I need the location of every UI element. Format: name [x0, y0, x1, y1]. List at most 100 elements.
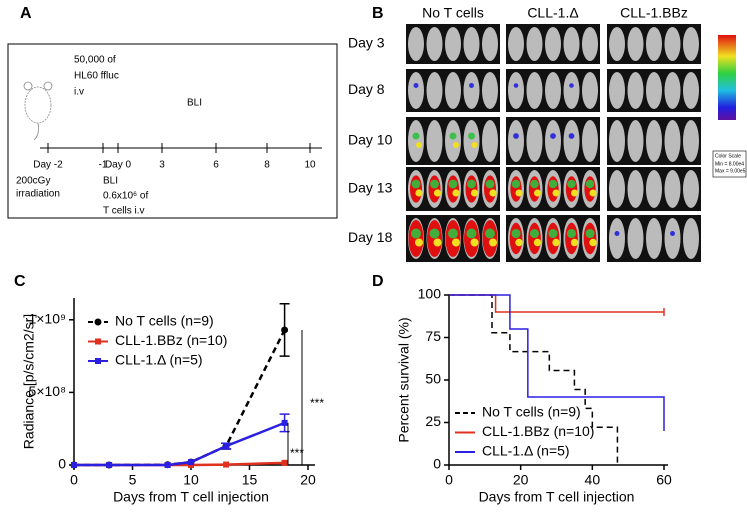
- signal: [511, 228, 521, 239]
- x-tick-label: 0: [445, 472, 453, 488]
- signal: [568, 133, 575, 139]
- mouse-image: [683, 170, 699, 208]
- x-tick-label: 20: [513, 472, 529, 488]
- color-bar: [718, 35, 736, 120]
- y-tick-label: 1×10⁹: [28, 310, 66, 326]
- column-header: No T cells: [422, 5, 484, 21]
- y-tick-label: 0: [58, 456, 66, 472]
- mouse-image: [609, 218, 625, 259]
- signal: [412, 132, 420, 140]
- timeline-label: 8: [264, 160, 270, 171]
- timeline-label: 3: [159, 160, 165, 171]
- signal: [528, 222, 541, 255]
- mouse-image: [482, 72, 498, 109]
- marker: [281, 459, 288, 466]
- bli-text: BLI: [187, 98, 202, 109]
- mouse-image: [683, 72, 699, 109]
- signal: [513, 133, 519, 139]
- series-line: [449, 294, 665, 431]
- signal: [489, 189, 497, 197]
- mouse-image: [545, 120, 561, 162]
- signal: [447, 175, 459, 203]
- signal: [428, 175, 441, 203]
- injection-text: 50,000 of: [74, 55, 116, 66]
- signal: [411, 179, 421, 189]
- timeline-label: Day -2: [33, 160, 63, 171]
- legend-marker: [95, 338, 101, 345]
- signal: [515, 238, 523, 247]
- mouse-image: [508, 120, 524, 162]
- signal: [416, 142, 422, 148]
- mouse-image: [609, 27, 625, 61]
- signal: [534, 189, 541, 197]
- mouse-icon: [23, 81, 53, 141]
- legend-label: CLL-1.BBz (n=10): [115, 332, 227, 348]
- column-header: CLL-1.Δ: [527, 5, 578, 21]
- mouse-image: [463, 120, 480, 162]
- signal: [433, 189, 442, 197]
- signal: [485, 228, 495, 239]
- series-line: [449, 294, 664, 313]
- color-scale-box: [712, 150, 747, 178]
- injection-text: i.v: [74, 87, 84, 98]
- legend-label: CLL-1.Δ (n=5): [482, 443, 570, 459]
- x-tick-label: 15: [242, 472, 258, 488]
- timeline-label: 6: [213, 160, 219, 171]
- legend-label: CLL-1.Δ (n=5): [115, 352, 203, 368]
- timeline-label: 10: [304, 160, 316, 171]
- signal: [670, 231, 675, 236]
- panel-a-frame: [7, 43, 338, 219]
- column-header: CLL-1.BBz: [620, 5, 688, 21]
- tcell-text: 0.6x10⁶ of: [103, 191, 148, 202]
- mouse-image: [582, 72, 598, 109]
- signal: [470, 189, 479, 197]
- mouse-image: [627, 120, 644, 162]
- mouse-image: [445, 72, 461, 109]
- mouse-image: [646, 218, 662, 259]
- mouse-image: [408, 27, 424, 61]
- mouse-image: [526, 72, 543, 109]
- mouse-image: [408, 120, 424, 162]
- signal: [410, 175, 422, 203]
- mouse-image: [664, 170, 681, 208]
- mouse-image: [627, 170, 644, 208]
- series-line: [449, 294, 619, 465]
- series-line: [74, 421, 286, 467]
- signal: [485, 179, 495, 189]
- mouse-image: [627, 72, 644, 109]
- signal: [465, 175, 478, 203]
- signal: [566, 228, 577, 239]
- legend-marker: [95, 358, 101, 364]
- legend-label: CLL-1.BBz (n=10): [482, 423, 594, 439]
- mouse-image: [463, 72, 480, 109]
- mouse-image: [482, 120, 498, 162]
- mouse-image: [582, 27, 598, 61]
- mouse-image: [664, 27, 681, 61]
- signal: [589, 189, 597, 197]
- mouse-image: [646, 120, 662, 162]
- mouse-image: [664, 218, 681, 259]
- y-tick-label: 5×10⁸: [29, 383, 67, 399]
- irradiation-text: 200cGy: [16, 176, 50, 187]
- x-tick-label: 5: [129, 472, 137, 488]
- mouse-image: [563, 27, 580, 61]
- significance: ***: [290, 446, 304, 460]
- signal: [511, 179, 521, 189]
- panel-letter: D: [372, 273, 384, 290]
- marker: [106, 462, 113, 468]
- signal: [513, 83, 519, 88]
- marker: [188, 459, 194, 466]
- signal: [489, 238, 497, 247]
- y-axis-label: Percent survival (%): [396, 317, 412, 442]
- legend-marker: [94, 318, 102, 326]
- scale-text: Min = 8.00e4: [715, 161, 744, 167]
- signal: [433, 238, 442, 247]
- mouse-image: [609, 72, 625, 109]
- series-line: [74, 329, 286, 467]
- x-tick-label: 20: [300, 472, 316, 488]
- marker: [223, 443, 230, 450]
- mouse-image: [563, 120, 580, 162]
- marker: [281, 326, 289, 334]
- signal: [589, 238, 597, 247]
